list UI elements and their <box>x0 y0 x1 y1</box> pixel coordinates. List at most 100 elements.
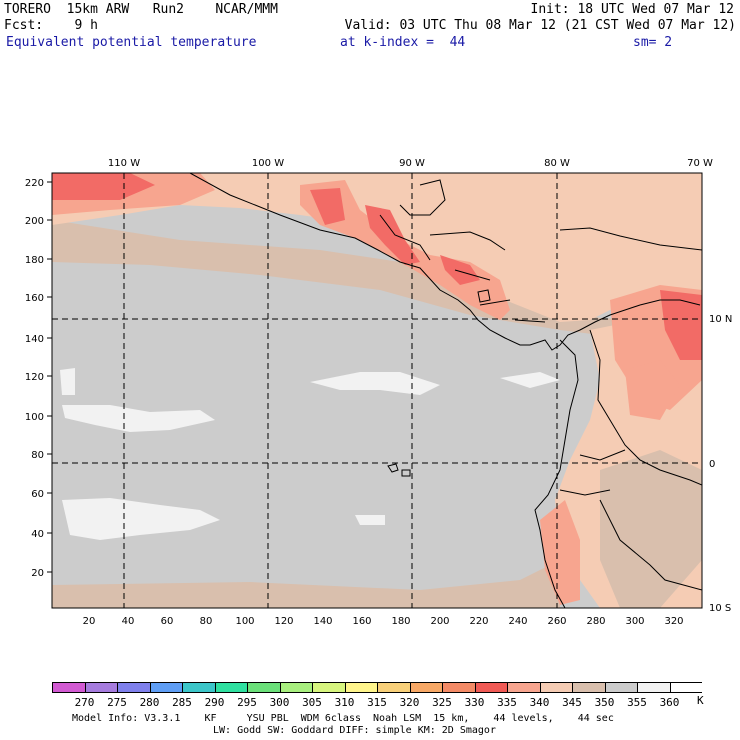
lon-label: 70 W <box>687 158 713 169</box>
colorbar-label: 300 <box>269 696 290 709</box>
colorbar-swatch <box>150 683 183 692</box>
colorbar-label: 285 <box>172 696 192 709</box>
field-title: Equivalent potential temperature <box>6 35 257 50</box>
galapagos <box>387 463 411 477</box>
colorbar-label: 330 <box>464 696 485 709</box>
lat-label: 10 N <box>709 314 732 325</box>
lon-label: 90 W <box>399 158 425 169</box>
tick-marks <box>47 181 52 573</box>
colorbar-swatch <box>118 683 151 692</box>
max-patch-nw <box>52 173 155 200</box>
coast-caribbean <box>559 227 702 306</box>
x-tick-label: 280 <box>586 616 605 627</box>
max-patch-guatemala <box>365 205 420 265</box>
lon-label: 110 W <box>108 158 140 169</box>
colorbar-label: 305 <box>302 696 322 709</box>
x-tick-label: 60 <box>161 616 174 627</box>
hot-patch-peru <box>540 500 580 605</box>
white-patch-1 <box>62 405 215 432</box>
y-tick-label: 80 <box>31 450 44 461</box>
colorbar-swatch <box>475 683 508 692</box>
colorbar-swatch <box>85 683 118 692</box>
colorbar-swatch <box>638 683 671 692</box>
coast-mexico <box>189 173 641 351</box>
x-tick-label: 240 <box>508 616 527 627</box>
coast-yucatan <box>399 179 446 216</box>
max-patch-honduras <box>440 255 480 285</box>
lat-labels: 10 N 0 10 S <box>709 314 732 614</box>
lat-label: 10 S <box>709 603 731 614</box>
colorbar-swatch <box>410 683 443 692</box>
colorbar-swatch <box>605 683 638 692</box>
header-forecast: Fcst: 9 h <box>4 18 98 33</box>
y-tick-label: 220 <box>25 178 44 189</box>
colorbar-label: 275 <box>107 696 127 709</box>
coast-south-america <box>534 339 579 608</box>
colorbar-label: 280 <box>139 696 160 709</box>
colorbar-label: 350 <box>594 696 615 709</box>
x-tick-label: 200 <box>430 616 449 627</box>
x-tick-label: 120 <box>274 616 293 627</box>
lon-label: 80 W <box>544 158 570 169</box>
colorbar-swatch <box>248 683 281 692</box>
colorbar-label: 355 <box>627 696 647 709</box>
y-tick-label: 120 <box>25 372 44 383</box>
x-tick-label: 320 <box>664 616 683 627</box>
y-tick-label: 100 <box>25 412 44 423</box>
colorbar-label: 310 <box>334 696 355 709</box>
x-tick-label: 100 <box>235 616 254 627</box>
colorbar-swatch <box>540 683 573 692</box>
colorbar-label: 295 <box>237 696 257 709</box>
coastlines <box>189 173 702 608</box>
y-tick-label: 20 <box>31 568 44 579</box>
colorbar-swatch <box>508 683 541 692</box>
colorbar-label: 335 <box>497 696 517 709</box>
colorbar-swatch <box>670 683 703 692</box>
y-tick-label: 200 <box>25 216 44 227</box>
lake-nicaragua <box>477 289 491 303</box>
colorbar-label: 360 <box>659 696 680 709</box>
colorbar-unit: K <box>697 694 704 707</box>
colorbar-swatch <box>215 683 248 692</box>
x-tick-label: 260 <box>547 616 566 627</box>
physics-info: LW: Godd SW: Goddard DIFF: simple KM: 2D… <box>213 725 496 736</box>
model-info: Model Info: V3.3.1 KF YSU PBL WDM 6class… <box>72 713 614 724</box>
y-tick-label: 40 <box>31 529 44 540</box>
header-line1-left: TORERO 15km ARW Run2 NCAR/MMM <box>4 2 278 17</box>
border-sa-1 <box>589 329 702 486</box>
border-sa-2 <box>559 449 702 591</box>
max-patch-colombia <box>660 290 702 360</box>
colorbar-label: 270 <box>74 696 95 709</box>
colorbar-swatch <box>443 683 476 692</box>
x-tick-label: 220 <box>469 616 488 627</box>
colorbar <box>52 682 703 693</box>
white-patch-6 <box>60 368 75 395</box>
colorbar-swatch <box>378 683 411 692</box>
white-patch-5 <box>355 515 385 525</box>
x-tick-labels: 20 40 60 80 100 120 140 160 180 200 220 … <box>83 616 684 627</box>
north-warm-band <box>52 173 702 322</box>
colorbar-swatch <box>313 683 346 692</box>
sa-cool-patch <box>600 450 702 608</box>
white-patch-4 <box>500 372 560 388</box>
y-tick-labels: 220 200 180 160 140 120 100 80 60 40 20 <box>25 178 44 579</box>
plot-frame <box>51 172 703 609</box>
y-tick-label: 160 <box>25 293 44 304</box>
smoothing-label: sm= 2 <box>633 35 673 50</box>
colorbar-label: 290 <box>204 696 225 709</box>
hot-patch-amazon <box>625 360 680 420</box>
colorbar-swatch <box>573 683 606 692</box>
white-patch-3 <box>62 498 220 540</box>
header-valid: Valid: 03 UTC Thu 08 Mar 12 (21 CST Wed … <box>344 18 736 33</box>
colorbar-swatch <box>53 683 86 692</box>
colorbar-label: 320 <box>399 696 420 709</box>
colorbar-swatch <box>183 683 216 692</box>
x-tick-label: 40 <box>122 616 135 627</box>
colorbar-swatch <box>280 683 313 692</box>
lon-label: 100 W <box>252 158 284 169</box>
x-tick-label: 300 <box>625 616 644 627</box>
white-patch-2 <box>310 372 440 395</box>
land-band-south <box>52 560 560 608</box>
x-tick-label: 160 <box>352 616 371 627</box>
